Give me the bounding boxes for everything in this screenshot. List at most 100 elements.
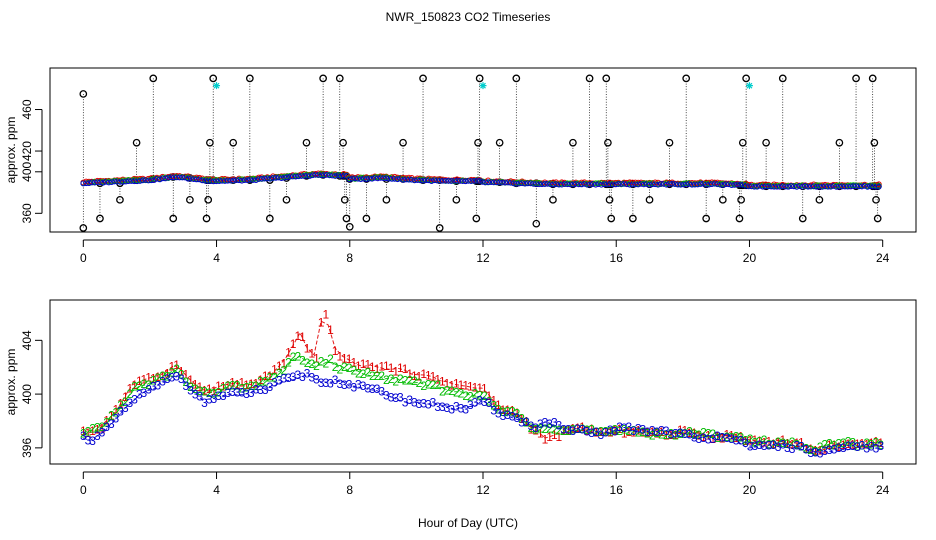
series2-marker: 2 <box>388 372 395 386</box>
series3-point <box>196 176 203 183</box>
series1-marker: 1 <box>714 430 721 444</box>
series3-point <box>547 181 554 188</box>
raw-point <box>798 214 807 223</box>
series3-marker: 3 <box>840 441 847 455</box>
series1-marker: 1 <box>570 421 577 435</box>
series3-marker: 3 <box>663 424 670 438</box>
series1-marker: 1 <box>607 426 614 440</box>
series2-marker: 2 <box>127 387 134 401</box>
bottom-panel: approx. ppm 0 4 8 12 16 20 2439640040411111111… <box>4 299 917 497</box>
series1-marker: 1 <box>276 359 283 373</box>
series2-marker: 2 <box>602 424 609 438</box>
series3-marker: 3 <box>430 396 437 410</box>
series3-point <box>309 172 316 179</box>
series3-point <box>785 183 792 190</box>
series3-point <box>825 183 831 190</box>
series1-marker: 1 <box>388 361 395 375</box>
series1-marker: 1 <box>155 370 162 384</box>
raw-point <box>169 214 178 223</box>
series2-marker: 2 <box>598 425 605 439</box>
series3-marker: 3 <box>621 421 628 435</box>
series3-point <box>513 180 520 187</box>
series3-marker: 3 <box>728 432 735 446</box>
series1-marker: 1 <box>803 442 810 456</box>
series3-marker: 3 <box>322 376 329 390</box>
series3-point <box>139 177 146 184</box>
series3-point <box>176 174 183 181</box>
series3-point <box>672 181 678 187</box>
series1-marker: 1 <box>136 374 143 388</box>
series2-marker: 2 <box>840 436 847 450</box>
series3-point <box>861 182 868 189</box>
series3-marker: 3 <box>691 430 698 444</box>
series1-marker: 1 <box>621 426 628 440</box>
series3-point <box>88 179 95 186</box>
series2-marker: 2 <box>239 381 246 395</box>
series1-marker: 1 <box>868 436 875 450</box>
series2-marker: 2 <box>117 398 124 412</box>
series1-marker: 1 <box>131 378 138 392</box>
series3-marker: 3 <box>803 442 810 456</box>
series3-point <box>321 172 327 178</box>
series3-point <box>813 183 820 190</box>
series3-point <box>471 177 477 184</box>
x-tick-label: 4 <box>213 251 220 265</box>
series3-point <box>233 177 240 184</box>
series3-marker: 3 <box>751 439 758 453</box>
series3-point <box>839 183 845 190</box>
series3-point <box>734 181 741 188</box>
series1-marker: 1 <box>169 359 176 373</box>
raw-point <box>282 195 291 204</box>
series1-marker: 1 <box>807 442 814 456</box>
series1-marker: 1 <box>364 357 371 371</box>
series2-marker: 2 <box>318 355 325 369</box>
raw-point <box>79 224 88 232</box>
series3-point <box>740 181 746 188</box>
series3-point <box>380 175 387 181</box>
series3-point <box>230 177 237 184</box>
series3-marker: 3 <box>458 402 465 416</box>
series3-marker: 3 <box>336 377 343 391</box>
series2-line <box>83 355 881 449</box>
series3-point <box>454 177 460 184</box>
series1-marker: 1 <box>341 352 348 366</box>
series3-marker: 3 <box>280 371 287 385</box>
series3-point <box>377 174 384 181</box>
series3-point <box>122 178 129 185</box>
series3-point <box>315 171 322 178</box>
series1-marker: 1 <box>644 426 651 440</box>
series2-marker: 2 <box>360 367 367 381</box>
raw-point <box>204 195 213 204</box>
series1-marker: 1 <box>500 403 507 417</box>
x-tick-label: 20 <box>743 251 757 265</box>
series3-point <box>847 183 854 190</box>
raw-point <box>419 74 427 83</box>
series3-marker: 3 <box>546 417 553 431</box>
series1-marker: 1 <box>593 426 600 440</box>
series3-marker: 3 <box>187 383 194 397</box>
series2-marker: 2 <box>280 363 287 377</box>
series3-marker: 3 <box>831 443 838 457</box>
series1-marker: 1 <box>159 369 166 383</box>
series3-point <box>479 178 486 185</box>
series3-point <box>867 183 874 189</box>
series3-point <box>403 176 409 183</box>
series1-marker: 1 <box>695 429 702 443</box>
series3-point <box>301 173 308 179</box>
series3-marker: 3 <box>141 386 148 400</box>
series3-point <box>241 177 248 184</box>
series1-marker: 1 <box>336 350 343 364</box>
series2-marker: 2 <box>416 376 423 390</box>
series3-marker: 3 <box>439 400 446 414</box>
series2-marker: 2 <box>420 379 427 393</box>
series1-marker: 1 <box>80 424 87 438</box>
series3-marker: 3 <box>602 426 609 440</box>
series2-marker: 2 <box>514 407 521 421</box>
series3-point <box>199 177 206 184</box>
series2-marker: 2 <box>728 430 735 444</box>
series2-marker: 2 <box>756 435 763 449</box>
series3-point <box>488 179 494 186</box>
series3-marker: 3 <box>528 419 535 433</box>
series1-marker: 1 <box>793 436 800 450</box>
